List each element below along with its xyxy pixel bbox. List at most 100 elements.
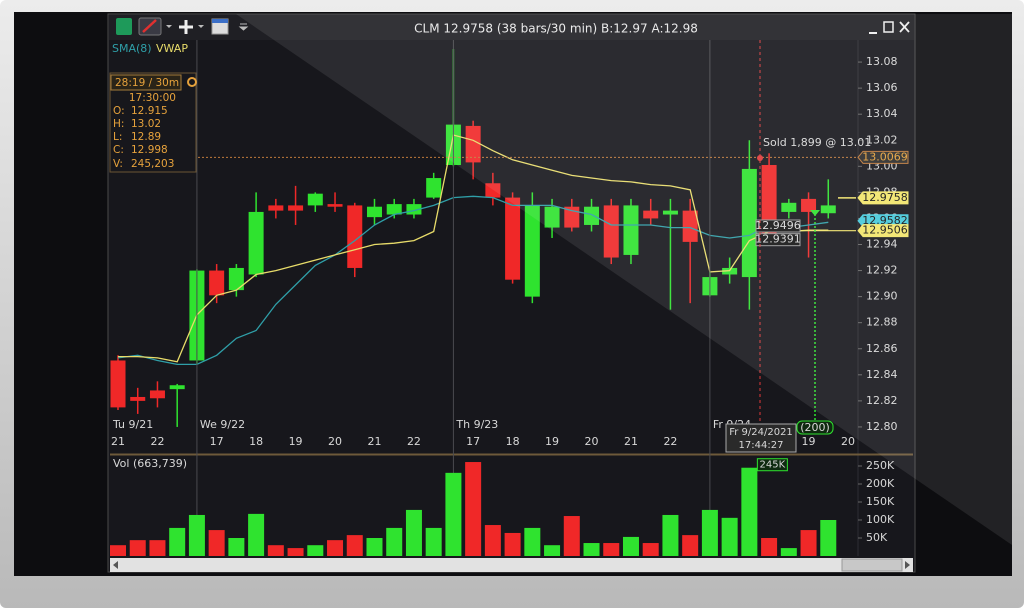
volume-bar xyxy=(110,545,126,556)
hour-label: 19 xyxy=(802,435,816,448)
volume-bar xyxy=(504,532,521,556)
y-tick-label: 12.90 xyxy=(866,290,898,303)
hour-label: 21 xyxy=(624,435,638,448)
candle-body xyxy=(524,205,540,297)
hour-label: 22 xyxy=(150,435,164,448)
volume-bar xyxy=(307,545,324,556)
y-tick-label: 12.86 xyxy=(866,342,898,355)
hour-label: 17 xyxy=(210,435,224,448)
volume-bar xyxy=(761,538,778,556)
price-tag xyxy=(857,150,909,164)
info-key: H: xyxy=(113,118,124,130)
price-tag xyxy=(857,224,909,238)
hour-label: 22 xyxy=(663,435,677,448)
y-tick-label: 250K xyxy=(866,459,895,472)
volume-bar xyxy=(287,548,304,556)
dropdown-arrow[interactable] xyxy=(166,25,172,28)
volume-bar xyxy=(622,536,639,556)
y-tick-label: 50K xyxy=(866,531,888,544)
volume-bar xyxy=(465,462,482,556)
period-box[interactable] xyxy=(110,74,182,91)
hour-label: 20 xyxy=(841,435,855,448)
y-tick-label: 12.92 xyxy=(866,264,898,277)
window-controls xyxy=(869,21,910,34)
y-tick-label: 12.84 xyxy=(866,368,898,381)
dropdown-arrow[interactable] xyxy=(198,25,204,28)
order-tag xyxy=(755,233,801,247)
info-value: 12.915 xyxy=(131,105,168,117)
execution-marker xyxy=(757,155,763,161)
volume-bar xyxy=(346,535,363,556)
order-tag-label: 12.9496 xyxy=(755,219,801,232)
crosshair-date: Fr 9/24/2021 xyxy=(729,427,793,438)
volume-bar xyxy=(583,543,600,556)
candle-body xyxy=(623,205,639,255)
y-tick-label: 13.08 xyxy=(866,55,898,68)
candle-body xyxy=(741,168,757,278)
info-value: 245,203 xyxy=(131,158,174,170)
menu-arrow[interactable] xyxy=(238,23,249,31)
legend-entry: SMA(8) xyxy=(112,42,152,55)
screen-glare xyxy=(236,14,1012,545)
volume-bar xyxy=(662,514,679,556)
volume-label: 245K xyxy=(760,460,786,471)
volume-bar xyxy=(208,530,225,556)
settings-icon[interactable] xyxy=(187,77,197,87)
candle-body xyxy=(584,206,600,225)
legend-entry: VWAP xyxy=(156,42,188,55)
volume-title: Vol (663,739) xyxy=(113,457,187,470)
volume-bar xyxy=(820,520,837,556)
y-tick-label: 13.06 xyxy=(866,81,898,94)
volume-bar xyxy=(563,516,580,556)
execution-label: Sold 1,899 @ 13.01 xyxy=(763,136,871,149)
candle-body xyxy=(268,205,284,211)
candle-body xyxy=(465,125,481,163)
day-label: Tu 9/21 xyxy=(112,418,153,431)
candle-body xyxy=(485,183,501,198)
volume-bar xyxy=(248,513,265,556)
volume-bar xyxy=(445,472,462,556)
candle-body xyxy=(781,202,797,212)
y-tick-label: 13.04 xyxy=(866,107,898,120)
crosshair-button[interactable] xyxy=(179,20,193,34)
volume-bar xyxy=(642,543,659,556)
scrollbar[interactable] xyxy=(110,558,913,572)
candle-body xyxy=(149,390,165,399)
hour-label: 22 xyxy=(407,435,421,448)
price-tag-label: 12.9506 xyxy=(862,224,908,237)
candle-body xyxy=(643,210,659,219)
day-label: We 9/22 xyxy=(200,418,245,431)
logo-button[interactable] xyxy=(116,18,132,35)
price-tag-label: 12.9582 xyxy=(862,214,908,227)
info-value: 12.89 xyxy=(131,131,161,143)
volume-bar xyxy=(484,525,501,556)
day-label: Th 9/23 xyxy=(455,418,498,431)
volume-bar xyxy=(721,517,738,556)
y-tick-label: 12.88 xyxy=(866,316,898,329)
volume-bar xyxy=(682,535,699,556)
scroll-thumb[interactable] xyxy=(841,558,903,572)
crosshair-time-box xyxy=(725,423,797,453)
info-value: 13.02 xyxy=(131,118,161,130)
volume-bar xyxy=(366,538,383,556)
candle-body xyxy=(426,178,442,198)
hour-label: 21 xyxy=(111,435,125,448)
maximize-button[interactable] xyxy=(883,21,894,33)
price-tag-label: 13.0069 xyxy=(862,150,908,163)
volume-bar xyxy=(741,467,758,556)
candle-body xyxy=(307,193,323,206)
y-tick-label: 12.94 xyxy=(866,238,898,251)
candle-body xyxy=(603,205,619,258)
close-button[interactable] xyxy=(899,21,910,33)
volume-bar xyxy=(780,548,797,556)
candle-body xyxy=(209,270,225,296)
candle-body xyxy=(347,205,363,268)
volume-bar xyxy=(544,545,561,556)
candle-body xyxy=(386,204,402,215)
volume-bar xyxy=(327,540,344,556)
info-key: V: xyxy=(113,158,123,170)
hour-label: 18 xyxy=(506,435,520,448)
candle-body xyxy=(406,204,422,215)
y-tick-label: 150K xyxy=(866,495,895,508)
